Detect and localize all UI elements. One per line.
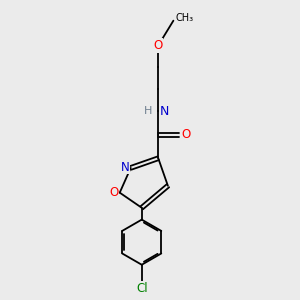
Text: N: N [121, 161, 129, 174]
Text: CH₃: CH₃ [175, 14, 194, 23]
Text: N: N [160, 105, 169, 118]
Text: O: O [182, 128, 191, 141]
Text: O: O [154, 39, 163, 52]
Text: Cl: Cl [136, 282, 148, 295]
Text: O: O [109, 186, 119, 199]
Text: H: H [144, 106, 152, 116]
